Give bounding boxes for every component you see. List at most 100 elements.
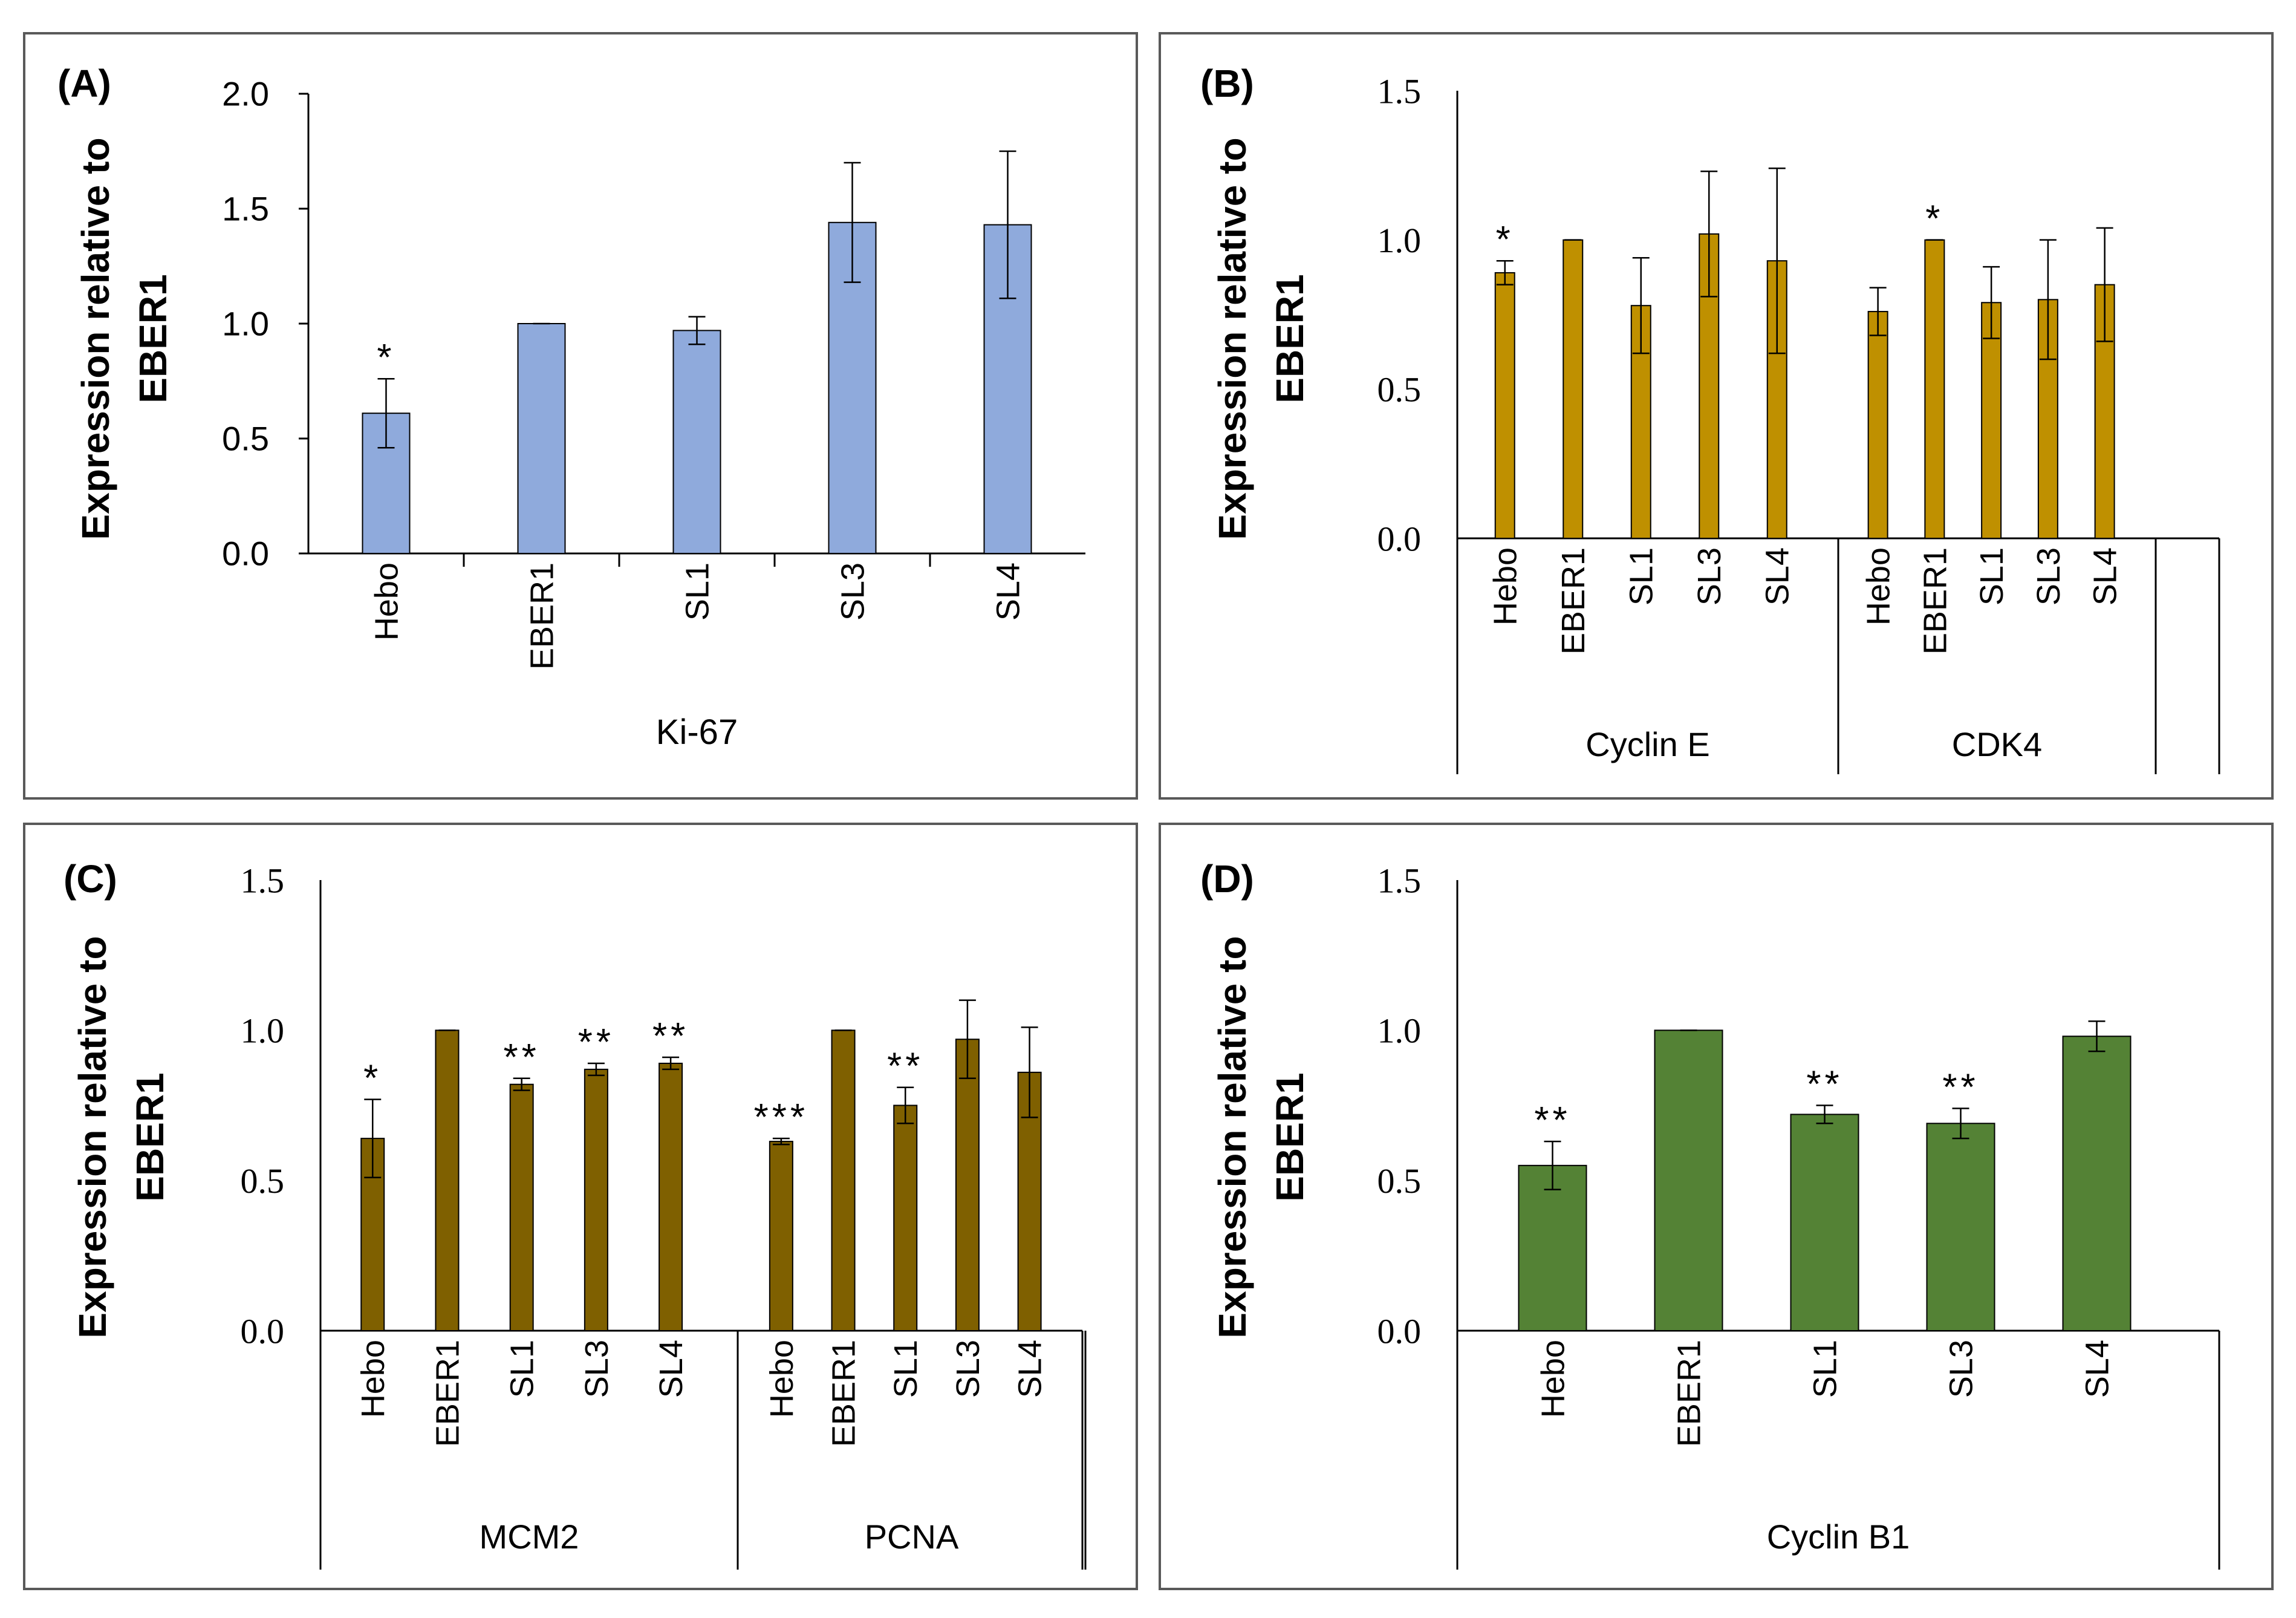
category-label: SL1 bbox=[1807, 1340, 1843, 1398]
panel-d-plot: 0.0 0.5 1.0 1.5 ** Hebo EBER1 ** SL1 ** SL3 SL4 Cycl… bbox=[1377, 861, 2220, 1570]
category-label: SL4 bbox=[2079, 1340, 2115, 1398]
category-label: SL3 bbox=[834, 563, 871, 621]
panel-b-ylabel-line2: EBER1 bbox=[1268, 274, 1312, 403]
y-tick-label: 2.0 bbox=[222, 75, 269, 113]
group-label: Cyclin E bbox=[1585, 725, 1709, 763]
y-tick-label: 0.5 bbox=[1377, 370, 1422, 409]
category-label: SL3 bbox=[579, 1340, 615, 1398]
significance-marker: ** bbox=[1534, 1100, 1570, 1141]
significance-marker: *** bbox=[754, 1097, 808, 1138]
y-tick-label: 1.5 bbox=[222, 190, 269, 228]
bar bbox=[1518, 1164, 1587, 1332]
significance-marker: * bbox=[1496, 219, 1514, 261]
bar bbox=[659, 1062, 683, 1331]
category-label: EBER1 bbox=[429, 1340, 466, 1447]
significance-marker: ** bbox=[1806, 1064, 1842, 1106]
group-label: Cyclin B1 bbox=[1767, 1518, 1910, 1556]
panel-d-ylabel-line1: Expression relative to bbox=[1211, 936, 1254, 1338]
bar bbox=[1926, 1123, 1995, 1332]
panel-c-frame bbox=[23, 823, 1138, 1590]
significance-marker: * bbox=[377, 337, 395, 379]
bar bbox=[893, 1104, 918, 1331]
category-label: SL3 bbox=[1691, 547, 1728, 605]
category-label: Hebo bbox=[355, 1340, 391, 1418]
category-label: EBER1 bbox=[1671, 1340, 1707, 1447]
category-label: SL1 bbox=[1624, 547, 1660, 605]
y-tick-label: 0.5 bbox=[222, 420, 269, 458]
y-tick-label: 1.5 bbox=[241, 861, 285, 900]
category-label: Hebo bbox=[368, 563, 405, 641]
bar bbox=[769, 1141, 793, 1331]
y-tick-label: 0.0 bbox=[1377, 519, 1422, 558]
panel-a-label: (A) bbox=[57, 62, 111, 105]
panel-a-plot: 0.0 0.5 1.0 1.5 2.0 * Hebo EBER1 SL1 SL3 SL4 Ki-67 bbox=[222, 75, 1085, 752]
panel-a-ylabel-line1: Expression relative to bbox=[74, 137, 117, 540]
significance-marker: ** bbox=[1942, 1066, 1979, 1108]
group-label: CDK4 bbox=[1952, 725, 2042, 763]
y-tick-label: 0.5 bbox=[1377, 1161, 1422, 1201]
y-tick-label: 0.5 bbox=[241, 1161, 285, 1201]
category-label: EBER1 bbox=[825, 1340, 862, 1447]
bar bbox=[1790, 1114, 1859, 1332]
category-label: SL4 bbox=[1760, 547, 1796, 605]
y-tick-label: 1.5 bbox=[1377, 861, 1422, 900]
category-label: EBER1 bbox=[1917, 547, 1953, 654]
category-label: SL1 bbox=[679, 563, 715, 621]
category-label: SL1 bbox=[504, 1340, 541, 1398]
category-label: SL3 bbox=[2031, 547, 2067, 605]
category-label: Hebo bbox=[764, 1340, 800, 1418]
significance-marker: ** bbox=[652, 1016, 689, 1057]
bar bbox=[509, 1083, 534, 1331]
y-tick-label: 0.0 bbox=[222, 535, 269, 573]
bar bbox=[1867, 311, 1888, 539]
significance-marker: * bbox=[363, 1058, 382, 1100]
significance-marker: ** bbox=[504, 1037, 540, 1078]
panel-c-label: (C) bbox=[63, 857, 117, 901]
category-label: SL3 bbox=[1943, 1340, 1979, 1398]
bar bbox=[1924, 239, 1945, 539]
category-label: SL4 bbox=[653, 1340, 689, 1398]
panel-d-label: (D) bbox=[1200, 857, 1254, 901]
category-label: SL1 bbox=[1974, 547, 2010, 605]
panel-b: (B) Expression relative to EBER1 0.0 0.5 1… bbox=[1159, 32, 2274, 800]
y-tick-label: 0.0 bbox=[241, 1311, 285, 1351]
panel-b-label: (B) bbox=[1200, 62, 1254, 105]
panel-a-frame bbox=[23, 32, 1138, 800]
category-label: Hebo bbox=[1488, 547, 1524, 625]
category-label: SL4 bbox=[1012, 1340, 1048, 1398]
category-label: EBER1 bbox=[1555, 547, 1592, 654]
bar bbox=[831, 1029, 856, 1332]
bar bbox=[1563, 239, 1584, 539]
panel-b-ylabel-line1: Expression relative to bbox=[1211, 137, 1254, 540]
panel-c-plot: 0.0 0.5 1.0 1.5 * Hebo EBER1 ** SL1 ** SL3 ** SL4 MCM… bbox=[241, 861, 1087, 1570]
bar bbox=[1494, 272, 1515, 539]
category-label: EBER1 bbox=[524, 563, 560, 670]
y-tick-label: 0.0 bbox=[1377, 1311, 1422, 1351]
category-label: SL1 bbox=[888, 1340, 924, 1398]
panel-d-ylabel-line2: EBER1 bbox=[1268, 1072, 1312, 1201]
bar bbox=[517, 323, 566, 554]
y-tick-label: 1.5 bbox=[1377, 71, 1422, 111]
y-tick-label: 1.0 bbox=[1377, 1011, 1422, 1051]
bar bbox=[435, 1029, 460, 1332]
bar bbox=[955, 1039, 980, 1331]
panel-c-ylabel-line2: EBER1 bbox=[128, 1072, 172, 1201]
significance-marker: * bbox=[1925, 198, 1943, 240]
group-label: Ki-67 bbox=[656, 713, 738, 752]
y-tick-label: 1.0 bbox=[1377, 221, 1422, 260]
panel-c: (C) Expression relative to EBER1 0.0 0.5 1… bbox=[23, 823, 1138, 1590]
significance-marker: ** bbox=[887, 1046, 923, 1088]
category-label: SL4 bbox=[990, 563, 1026, 621]
panel-d: (D) Expression relative to EBER1 0.0 0.5 1… bbox=[1159, 823, 2274, 1590]
group-label: MCM2 bbox=[480, 1518, 579, 1556]
category-label: SL3 bbox=[950, 1340, 986, 1398]
y-tick-label: 1.0 bbox=[241, 1011, 285, 1051]
significance-marker: ** bbox=[578, 1022, 614, 1063]
category-label: Hebo bbox=[1535, 1340, 1571, 1418]
category-label: Hebo bbox=[1861, 547, 1897, 625]
panel-b-plot: 0.0 0.5 1.0 1.5 * Hebo EBER1 SL1 SL3 SL4 Cyclin E H… bbox=[1377, 71, 2220, 774]
bar bbox=[2094, 284, 2115, 539]
bar bbox=[1654, 1029, 1723, 1332]
group-label: PCNA bbox=[865, 1518, 959, 1556]
